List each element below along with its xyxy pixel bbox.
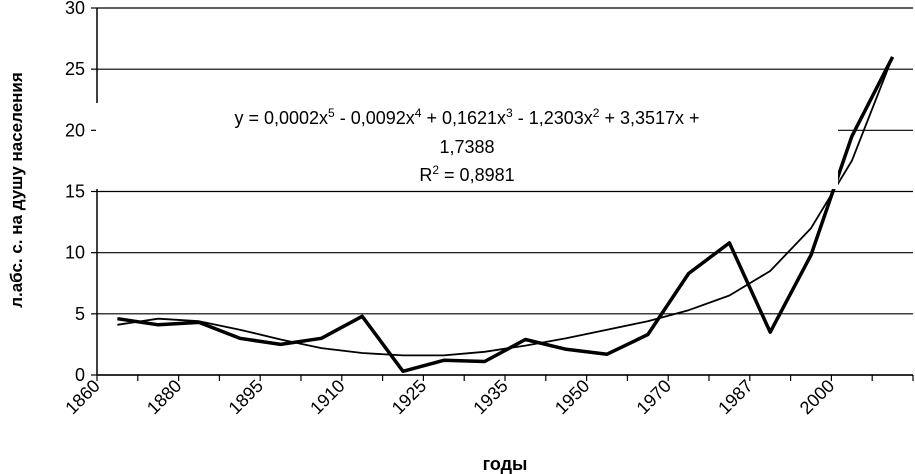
superscript: 2 (593, 106, 600, 120)
annotation-part: - 1,2303x (513, 108, 593, 128)
y-tick-label: 20 (65, 120, 85, 140)
annotation: y = 0,0002x5 - 0,0092x4 + 0,1621x3 - 1,2… (234, 106, 699, 128)
y-tick-label: 25 (65, 59, 85, 79)
y-tick-label: 5 (75, 304, 85, 324)
x-tick-label: 1910 (306, 376, 348, 418)
superscript: 5 (328, 106, 335, 120)
annotation-bg (96, 103, 838, 189)
annotation-part: R (419, 165, 432, 185)
y-axis-title: л.абс. с. на душу населения (7, 72, 26, 308)
x-tick-label: 1935 (469, 376, 511, 418)
annotation-part: - 0,0092x (335, 108, 415, 128)
x-tick-label: 1925 (388, 376, 430, 418)
y-tick-label: 10 (65, 243, 85, 263)
annotation: R2 = 0,8981 (419, 163, 514, 185)
annotation-part: + 0,1621x (421, 108, 506, 128)
x-tick-label: 2000 (796, 376, 838, 418)
x-tick-label: 1880 (143, 376, 185, 418)
annotation-part: + 3,3517x + (599, 108, 699, 128)
annotation-part: = 0,8981 (439, 165, 515, 185)
x-tick-label: 1970 (633, 376, 675, 418)
x-tick-label: 1950 (551, 376, 593, 418)
superscript: 3 (506, 106, 513, 120)
x-axis-title: годы (483, 454, 528, 474)
y-tick-label: 15 (65, 182, 85, 202)
x-tick-label: 1860 (61, 376, 103, 418)
superscript: 4 (415, 106, 422, 120)
data-line (117, 56, 895, 374)
x-tick-label: 1987 (714, 376, 756, 418)
y-tick-label: 30 (65, 0, 85, 18)
annotation-part: y = 0,0002x (234, 108, 328, 128)
x-tick-label: 1895 (225, 376, 267, 418)
data-line (117, 56, 894, 357)
superscript: 2 (432, 163, 439, 177)
y-tick-label: 0 (75, 365, 85, 385)
annotation: 1,7388 (439, 137, 494, 157)
